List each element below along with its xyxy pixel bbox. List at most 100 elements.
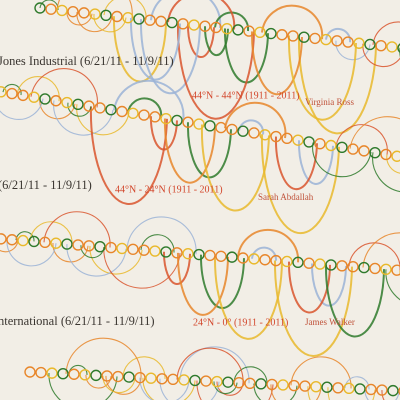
ring <box>233 377 245 389</box>
ring <box>182 116 194 128</box>
arc <box>176 347 244 383</box>
ring <box>177 18 189 30</box>
ring <box>331 35 343 47</box>
ring <box>266 378 278 391</box>
ring <box>83 240 95 252</box>
arc <box>113 79 185 122</box>
ring <box>237 252 249 264</box>
arc <box>159 378 220 400</box>
row-name: James Walker <box>305 317 355 327</box>
ring <box>210 21 222 34</box>
ring <box>358 145 370 157</box>
arc <box>139 377 190 400</box>
arc <box>381 390 385 400</box>
ring <box>155 15 167 28</box>
arc <box>273 260 353 358</box>
arc <box>48 372 118 400</box>
arc <box>237 228 300 263</box>
arc <box>203 26 229 57</box>
ring <box>61 96 73 109</box>
ring <box>160 112 172 125</box>
ring <box>17 234 29 247</box>
arc <box>233 366 268 385</box>
ring <box>248 127 260 139</box>
arc <box>53 100 114 136</box>
ring <box>204 120 216 132</box>
ring <box>193 248 205 261</box>
ring <box>204 249 216 262</box>
arc <box>43 211 111 248</box>
ring <box>255 378 267 390</box>
arc <box>39 98 76 120</box>
row-coords: 24°N - 0° (1911 - 2011) <box>193 317 288 328</box>
ring <box>321 381 333 393</box>
arc <box>126 216 197 255</box>
ring <box>133 13 145 25</box>
arc <box>179 346 250 384</box>
ring <box>149 245 161 257</box>
ring <box>386 41 398 53</box>
ring <box>28 91 40 103</box>
ring <box>336 260 348 272</box>
arc <box>261 4 324 40</box>
ring <box>171 247 183 259</box>
arc <box>200 124 270 212</box>
arc <box>0 240 19 253</box>
ring <box>287 30 299 42</box>
ring <box>343 382 355 395</box>
ring <box>380 148 392 161</box>
ring <box>347 143 359 155</box>
ring <box>45 3 57 15</box>
ring <box>171 114 183 127</box>
ring <box>303 257 315 269</box>
arc <box>105 375 142 395</box>
row-label: nternational (6/21/11 - 11/9/11) <box>0 314 155 328</box>
ring <box>237 125 249 137</box>
ring <box>178 374 190 386</box>
ring <box>144 14 156 26</box>
arc <box>214 11 250 32</box>
arc <box>102 375 136 394</box>
arc <box>167 0 236 30</box>
ring <box>364 38 376 51</box>
arc <box>0 98 44 120</box>
ring <box>39 236 51 249</box>
ring <box>39 93 51 105</box>
ring <box>56 4 68 17</box>
ring <box>116 105 128 118</box>
ring <box>376 384 388 396</box>
arc <box>6 239 57 267</box>
ring <box>299 380 311 392</box>
ring <box>35 366 47 379</box>
ring <box>34 2 46 14</box>
arc <box>297 36 377 135</box>
arc <box>52 242 89 263</box>
arc <box>89 106 168 206</box>
ring <box>222 376 234 388</box>
ring <box>276 29 288 41</box>
arc <box>362 43 400 68</box>
ring <box>101 370 113 382</box>
arc <box>140 234 175 253</box>
arc <box>176 23 255 120</box>
arc <box>65 337 142 378</box>
ring <box>369 146 381 159</box>
ring <box>94 240 106 253</box>
arc <box>349 116 400 149</box>
ring <box>281 132 293 145</box>
arc <box>196 380 274 400</box>
ring <box>79 369 91 381</box>
arc <box>129 18 181 81</box>
row-name: Virginia Ross <box>305 97 355 107</box>
arc <box>274 136 318 191</box>
arc <box>150 0 222 29</box>
ring <box>78 7 90 19</box>
ring <box>6 234 18 246</box>
ring <box>193 118 205 130</box>
ring <box>24 366 36 378</box>
ring <box>380 263 392 276</box>
ring <box>0 86 7 98</box>
arc <box>290 356 352 389</box>
